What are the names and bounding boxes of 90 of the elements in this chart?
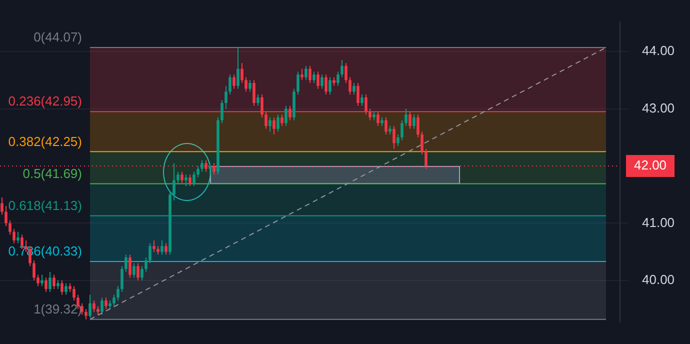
- candlestick: [88, 294, 92, 318]
- y-tick-label: 44.00: [642, 43, 675, 58]
- candlestick: [420, 131, 424, 156]
- candlestick: [416, 114, 420, 138]
- candlestick: [336, 71, 340, 86]
- candlestick: [192, 171, 196, 187]
- candlestick: [52, 274, 56, 290]
- candlestick: [184, 174, 188, 187]
- candlestick: [276, 114, 280, 132]
- candlestick: [208, 162, 212, 176]
- candlestick: [0, 196, 4, 216]
- candlestick: [244, 76, 248, 92]
- ref-line-label: 0.618(41.13): [8, 198, 82, 213]
- candlestick: [128, 254, 132, 278]
- candlestick: [92, 300, 96, 312]
- ref-line-label: 0.382(42.25): [8, 134, 82, 149]
- candlestick: [220, 100, 224, 124]
- candlestick: [36, 274, 40, 287]
- ref-line-label: 0.236(42.95): [8, 94, 82, 109]
- candlestick: [140, 266, 144, 281]
- candlestick: [356, 82, 360, 106]
- candlestick: [228, 74, 232, 95]
- candlestick: [116, 286, 120, 301]
- candlestick: [104, 297, 108, 310]
- candlestick: [268, 116, 272, 132]
- candlestick: [412, 114, 416, 130]
- candlestick: [312, 71, 316, 84]
- candlestick: [176, 171, 180, 184]
- candlestick: [340, 60, 344, 78]
- ref-line-label: 42.00: [634, 158, 667, 173]
- candlestick: [200, 160, 204, 172]
- candlestick: [252, 80, 256, 106]
- candlestick: [344, 62, 348, 84]
- candlestick: [4, 206, 8, 227]
- candlestick: [308, 65, 312, 84]
- candlestick: [248, 80, 252, 92]
- candlestick: [304, 65, 308, 81]
- candlestick: [272, 116, 276, 136]
- candlestick: [324, 74, 328, 95]
- candlestick: [8, 220, 12, 236]
- candlestick: [280, 114, 284, 126]
- ref-line-label: 0(44.07): [34, 30, 82, 45]
- candlestick: [232, 74, 236, 90]
- candlestick: [12, 228, 16, 244]
- candlestick: [124, 254, 128, 272]
- candlestick: [328, 76, 332, 95]
- candlestick: [144, 257, 148, 272]
- y-tick-label: 41.00: [642, 214, 675, 230]
- candlestick: [40, 274, 44, 287]
- candlestick: [284, 105, 288, 126]
- candlestick: [172, 162, 176, 201]
- candlestick: [224, 85, 228, 110]
- candlestick: [256, 94, 260, 106]
- candlestick: [300, 68, 304, 81]
- candlestick: [100, 297, 104, 316]
- candlestick: [348, 76, 352, 95]
- candlestick: [396, 134, 400, 146]
- candlestick: [32, 260, 36, 281]
- candlestick: [152, 240, 156, 252]
- candlestick: [160, 240, 164, 256]
- candlestick: [112, 294, 116, 307]
- candlestick: [188, 174, 192, 187]
- y-tick-label: 40.00: [642, 272, 675, 288]
- candlestick: [48, 271, 52, 292]
- candlestick: [296, 71, 300, 95]
- candlestick: [164, 242, 168, 256]
- candlestick: [400, 120, 404, 141]
- candlestick: [404, 108, 408, 126]
- candlestick: [236, 47, 240, 90]
- candlestick: [352, 82, 356, 95]
- candlestick: [60, 280, 64, 296]
- candlestick: [44, 277, 48, 292]
- candlestick: [240, 62, 244, 84]
- candlestick: [16, 231, 20, 244]
- candlestick: [196, 165, 200, 178]
- candlestick: [316, 71, 320, 90]
- candlestick: [360, 94, 364, 106]
- candlestick: [132, 262, 136, 278]
- candlestick: [392, 125, 396, 150]
- y-tick-label: 43.00: [642, 100, 675, 116]
- candlestick: [84, 308, 88, 320]
- candlestick: [136, 262, 140, 281]
- candlestick: [72, 286, 76, 301]
- candlestick: [64, 282, 68, 296]
- candlestick: [148, 242, 152, 264]
- candlestick: [320, 74, 324, 90]
- candlestick: [120, 266, 124, 292]
- candlestick: [384, 116, 388, 136]
- ref-line-label: 0.5(41.69): [22, 166, 82, 181]
- candlestick: [180, 171, 184, 184]
